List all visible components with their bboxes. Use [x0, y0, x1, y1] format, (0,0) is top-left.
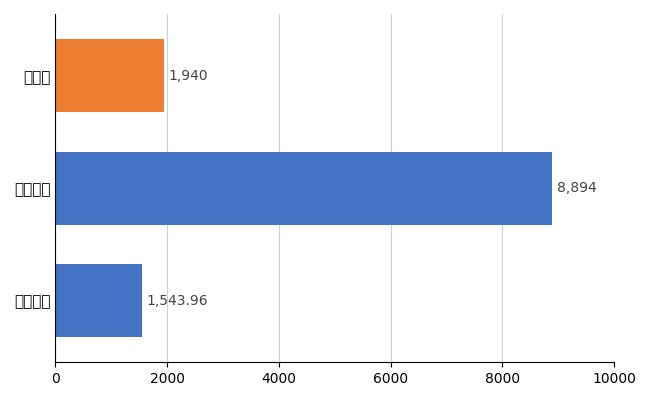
- Bar: [55, 264, 142, 337]
- Text: 8,894: 8,894: [557, 181, 597, 195]
- Bar: [55, 39, 164, 112]
- Bar: [55, 152, 552, 225]
- Text: 1,940: 1,940: [168, 69, 208, 83]
- Text: 1,543.96: 1,543.96: [146, 294, 207, 308]
